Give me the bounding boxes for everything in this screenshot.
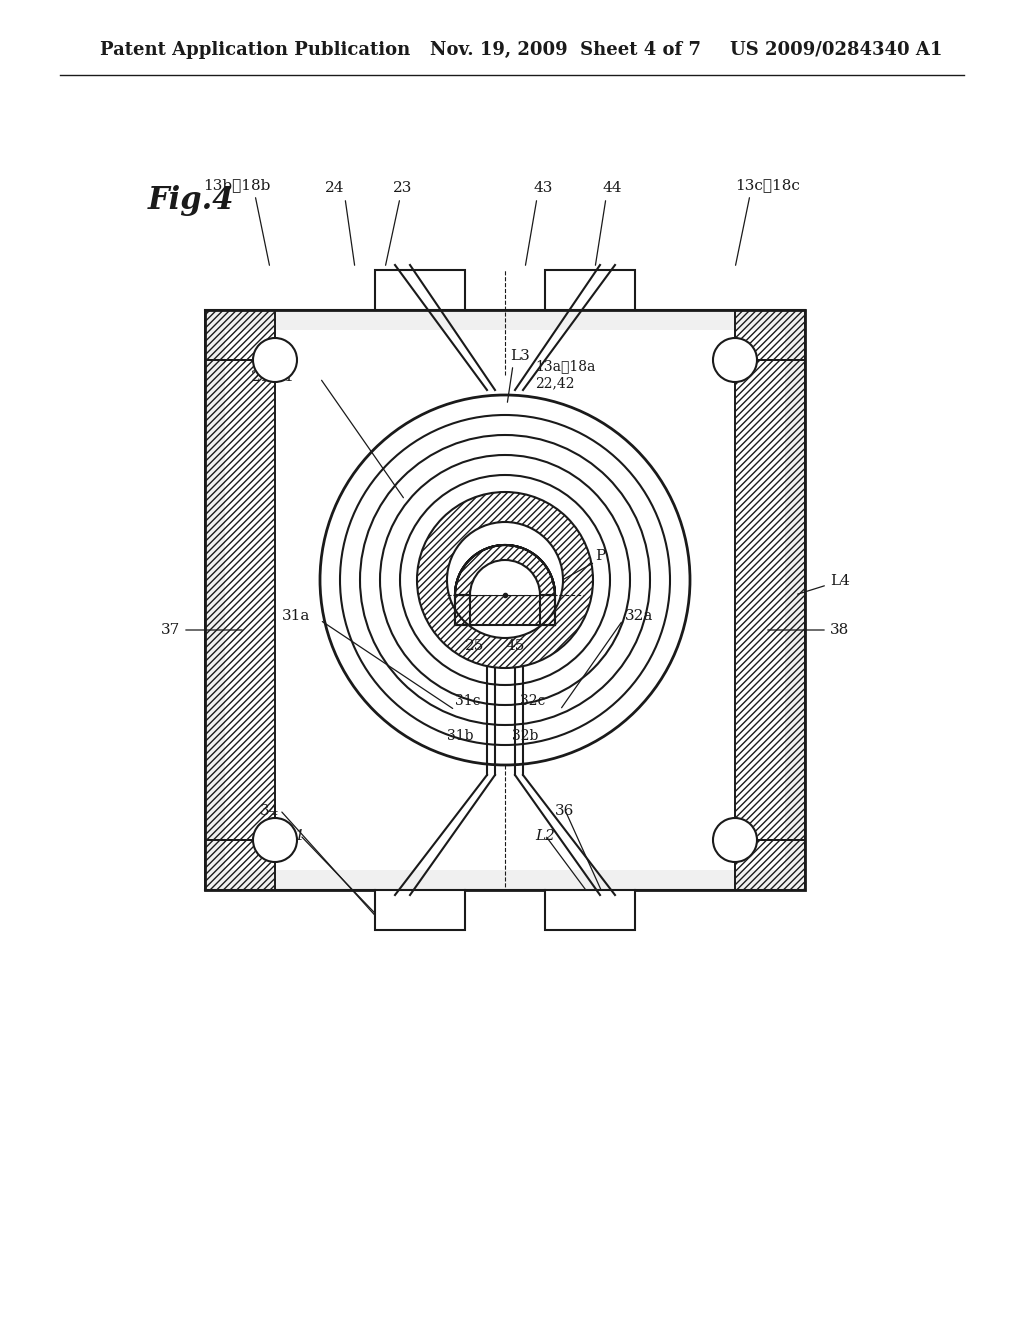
Text: L3: L3 <box>510 348 529 363</box>
Text: 32b: 32b <box>512 729 539 743</box>
Circle shape <box>713 818 757 862</box>
Text: Nov. 19, 2009  Sheet 4 of 7: Nov. 19, 2009 Sheet 4 of 7 <box>430 41 701 59</box>
Text: 13c～18c: 13c～18c <box>735 178 801 191</box>
Bar <box>205 310 275 360</box>
Text: 38: 38 <box>830 623 849 638</box>
Text: 25: 25 <box>465 639 484 653</box>
Circle shape <box>447 521 563 638</box>
Text: 32c: 32c <box>520 694 546 708</box>
Bar <box>205 840 275 890</box>
Bar <box>375 271 465 310</box>
Bar <box>205 360 275 840</box>
Text: P: P <box>595 549 605 564</box>
Text: 32a: 32a <box>625 609 653 623</box>
Bar <box>735 310 805 360</box>
Bar <box>205 360 275 840</box>
Bar <box>205 310 805 890</box>
Bar <box>735 840 805 890</box>
Text: Patent Application Publication: Patent Application Publication <box>100 41 411 59</box>
Text: 36: 36 <box>555 804 574 818</box>
Text: 45: 45 <box>505 639 524 653</box>
Text: 13b～18b: 13b～18b <box>204 178 270 191</box>
Text: 22,42: 22,42 <box>535 376 574 389</box>
Circle shape <box>253 818 297 862</box>
Text: Fig.4: Fig.4 <box>148 185 234 215</box>
Bar <box>735 360 805 840</box>
Bar <box>545 890 635 931</box>
Bar <box>735 840 805 890</box>
Bar <box>735 310 805 360</box>
Bar <box>735 360 805 840</box>
Text: 24: 24 <box>326 181 345 195</box>
Bar <box>205 310 275 360</box>
Text: 43: 43 <box>534 181 553 195</box>
Text: L2: L2 <box>536 829 555 843</box>
Text: 37: 37 <box>161 623 180 638</box>
Bar <box>455 595 555 624</box>
Text: US 2009/0284340 A1: US 2009/0284340 A1 <box>730 41 942 59</box>
Text: 31b: 31b <box>446 729 473 743</box>
Text: L1: L1 <box>285 829 305 843</box>
Bar <box>375 890 465 931</box>
Text: L4: L4 <box>830 574 850 587</box>
Text: 13a～18a: 13a～18a <box>535 359 595 374</box>
Wedge shape <box>470 560 540 595</box>
Bar <box>205 840 275 890</box>
Text: 31a: 31a <box>282 609 310 623</box>
Circle shape <box>253 338 297 381</box>
Bar <box>225 330 785 870</box>
Text: 23: 23 <box>393 181 413 195</box>
Circle shape <box>713 338 757 381</box>
Text: 44: 44 <box>602 181 622 195</box>
Text: 31c: 31c <box>455 694 480 708</box>
Text: 34: 34 <box>260 804 280 818</box>
Bar <box>545 271 635 310</box>
Text: 21,41: 21,41 <box>251 370 295 383</box>
